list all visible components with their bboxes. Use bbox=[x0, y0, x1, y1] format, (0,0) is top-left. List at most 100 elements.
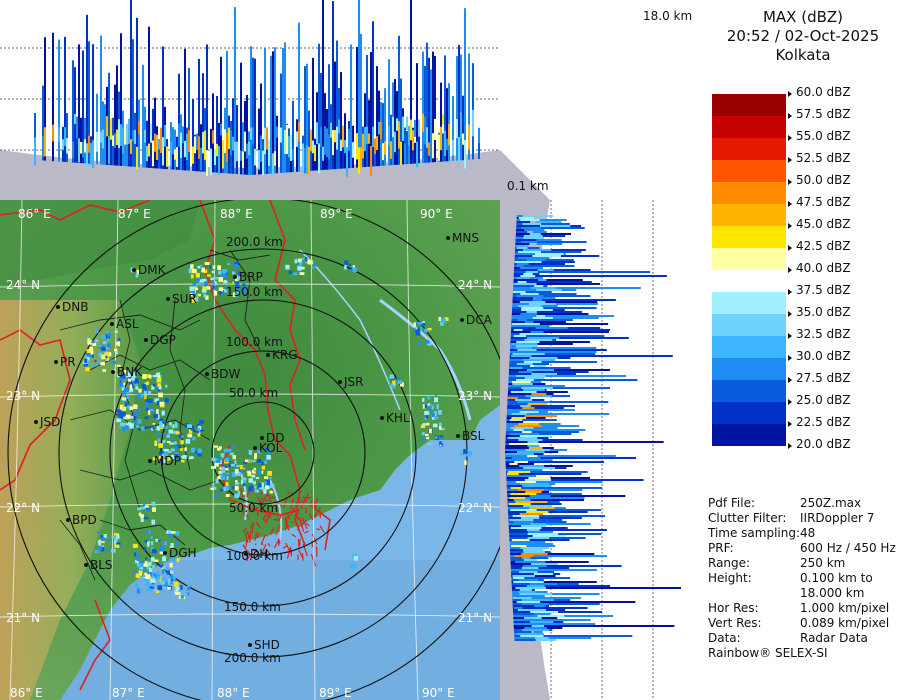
echo-pixel bbox=[94, 330, 99, 334]
coastline-segment bbox=[291, 533, 297, 538]
lon-label: 90° E bbox=[420, 207, 453, 221]
echo-pixel bbox=[422, 404, 425, 409]
echo-pixel bbox=[140, 394, 144, 398]
echo-pixel bbox=[129, 384, 133, 390]
echo-core bbox=[396, 118, 398, 131]
echo-core bbox=[523, 421, 555, 423]
echo-core bbox=[194, 136, 196, 154]
echo-row bbox=[512, 291, 552, 293]
echo-pixel bbox=[143, 390, 147, 395]
echo-pixel bbox=[213, 277, 218, 280]
echo-row bbox=[507, 391, 568, 393]
legend-swatch bbox=[712, 270, 786, 292]
echo-core bbox=[468, 124, 470, 150]
echo-core bbox=[374, 138, 376, 154]
echo-core bbox=[324, 126, 326, 155]
echo-core bbox=[523, 505, 553, 507]
echo-pixel bbox=[152, 424, 155, 429]
echo-pixel bbox=[174, 445, 178, 450]
coastline-segment bbox=[307, 496, 313, 499]
echo-pixel bbox=[161, 410, 165, 416]
echo-row bbox=[511, 317, 599, 319]
echo-core bbox=[154, 133, 156, 152]
echo-core bbox=[514, 261, 542, 263]
echo-pixel bbox=[209, 264, 212, 270]
echo-pixel bbox=[304, 257, 308, 262]
echo-row bbox=[508, 521, 567, 523]
lat-label: 23° N bbox=[6, 389, 40, 403]
echo-pixel bbox=[161, 444, 166, 449]
echo-pixel bbox=[86, 349, 91, 353]
echo-pixel bbox=[434, 416, 439, 420]
echo-pixel bbox=[163, 565, 166, 569]
echo-pixel bbox=[167, 579, 171, 584]
echo-core bbox=[384, 141, 386, 155]
echo-pixel bbox=[202, 286, 207, 290]
echo-row bbox=[512, 595, 541, 597]
info-value: 18.000 km bbox=[800, 586, 865, 600]
legend-label: 25.0 dBZ bbox=[796, 393, 851, 407]
echo-column bbox=[304, 66, 306, 172]
echo-core bbox=[164, 125, 166, 147]
echo-core bbox=[210, 148, 212, 176]
echo-pixel bbox=[150, 536, 153, 539]
echo-pixel bbox=[292, 272, 298, 276]
echo-pixel bbox=[176, 453, 181, 457]
echo-core bbox=[517, 633, 545, 635]
range-ring-labels: 50.0 km 100.0 km 150.0 km 200.0 km 50.0 … bbox=[224, 235, 283, 665]
legend-swatch bbox=[712, 160, 786, 182]
echo-column bbox=[178, 73, 180, 170]
coastline-segment bbox=[286, 512, 291, 520]
echo-column bbox=[232, 98, 234, 174]
place-dot-icon bbox=[233, 275, 237, 279]
echo-pixel bbox=[424, 410, 429, 415]
place-label: JSD bbox=[39, 415, 60, 429]
echo-row bbox=[512, 607, 588, 609]
echo-core bbox=[174, 149, 176, 160]
echo-row bbox=[508, 385, 566, 387]
color-legend bbox=[712, 72, 792, 449]
info-key: Range: bbox=[708, 556, 751, 570]
echo-core bbox=[204, 130, 206, 161]
echo-pixel bbox=[414, 329, 420, 333]
place-label: DCA bbox=[466, 313, 493, 327]
echo-column bbox=[226, 50, 228, 174]
coastline-segment bbox=[296, 528, 300, 531]
echo-core bbox=[531, 373, 557, 375]
echo-core bbox=[382, 143, 384, 161]
echo-pixel bbox=[86, 354, 90, 357]
echo-core bbox=[176, 147, 178, 167]
echo-pixel bbox=[145, 507, 150, 512]
echo-core bbox=[519, 465, 545, 467]
echo-pixel bbox=[156, 377, 162, 383]
echo-pixel bbox=[97, 359, 100, 364]
echo-pixel bbox=[257, 468, 262, 474]
echo-pixel bbox=[143, 577, 149, 581]
echo-pixel bbox=[114, 544, 120, 548]
echo-core bbox=[214, 148, 216, 166]
echo-pixel bbox=[263, 460, 267, 463]
echo-column bbox=[236, 105, 238, 175]
echo-core bbox=[511, 417, 527, 419]
echo-core bbox=[521, 307, 544, 309]
echo-pixel bbox=[150, 557, 155, 562]
lon-label: 86° E bbox=[10, 686, 43, 700]
echo-core bbox=[530, 351, 544, 353]
echo-pixel bbox=[253, 467, 257, 471]
echo-column bbox=[270, 55, 272, 174]
echo-pixel bbox=[220, 453, 225, 458]
echo-core bbox=[330, 122, 332, 138]
echo-core bbox=[523, 551, 545, 553]
echo-pixel bbox=[92, 342, 97, 346]
legend-tick-icon bbox=[788, 223, 792, 229]
echo-pixel bbox=[166, 434, 170, 438]
coastline-segment bbox=[265, 513, 270, 524]
coastline-segment bbox=[300, 499, 304, 503]
echo-pixel bbox=[220, 475, 226, 480]
echo-pixel bbox=[414, 320, 418, 324]
echo-core bbox=[516, 469, 543, 471]
echo-row bbox=[511, 581, 597, 583]
echo-pixel bbox=[156, 409, 159, 414]
echo-pixel bbox=[224, 458, 230, 462]
echo-core bbox=[511, 413, 527, 415]
